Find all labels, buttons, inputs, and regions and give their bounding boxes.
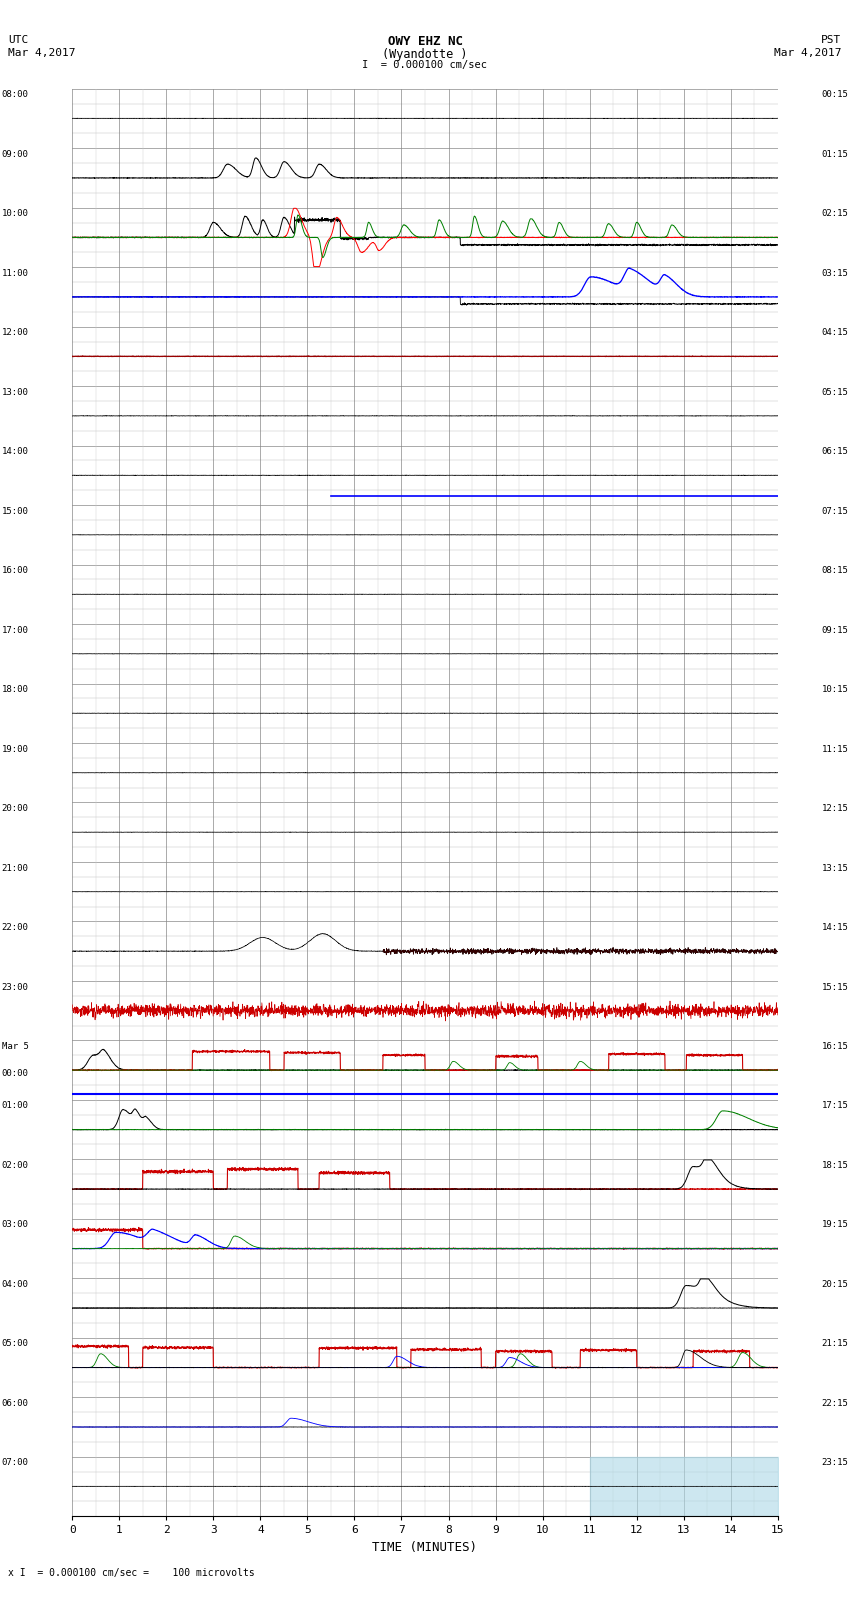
Text: 11:15: 11:15 — [821, 745, 848, 753]
Text: 16:15: 16:15 — [821, 1042, 848, 1052]
Text: Mar 4,2017: Mar 4,2017 — [774, 48, 842, 58]
Text: 11:00: 11:00 — [2, 269, 29, 277]
Text: 00:00: 00:00 — [2, 1069, 29, 1077]
Text: 08:15: 08:15 — [821, 566, 848, 576]
Text: 16:00: 16:00 — [2, 566, 29, 576]
Text: 15:15: 15:15 — [821, 982, 848, 992]
Text: 18:15: 18:15 — [821, 1161, 848, 1169]
Text: Mar 4,2017: Mar 4,2017 — [8, 48, 76, 58]
Text: I  = 0.000100 cm/sec: I = 0.000100 cm/sec — [362, 60, 488, 69]
Text: 23:00: 23:00 — [2, 982, 29, 992]
Text: 19:15: 19:15 — [821, 1221, 848, 1229]
Text: OWY EHZ NC: OWY EHZ NC — [388, 35, 462, 48]
Text: 10:15: 10:15 — [821, 686, 848, 694]
X-axis label: TIME (MINUTES): TIME (MINUTES) — [372, 1540, 478, 1553]
Text: 06:00: 06:00 — [2, 1398, 29, 1408]
Text: 17:00: 17:00 — [2, 626, 29, 634]
Text: 13:15: 13:15 — [821, 863, 848, 873]
Text: 17:15: 17:15 — [821, 1102, 848, 1110]
Text: 09:15: 09:15 — [821, 626, 848, 634]
Text: 08:00: 08:00 — [2, 90, 29, 100]
Text: 14:15: 14:15 — [821, 923, 848, 932]
Text: 06:15: 06:15 — [821, 447, 848, 456]
Text: 05:00: 05:00 — [2, 1339, 29, 1348]
Text: 05:15: 05:15 — [821, 387, 848, 397]
Text: 21:15: 21:15 — [821, 1339, 848, 1348]
Text: 14:00: 14:00 — [2, 447, 29, 456]
Text: 02:15: 02:15 — [821, 210, 848, 218]
Text: 20:15: 20:15 — [821, 1281, 848, 1289]
Text: PST: PST — [821, 35, 842, 45]
Text: Mar 5: Mar 5 — [2, 1042, 29, 1052]
Text: (Wyandotte ): (Wyandotte ) — [382, 48, 468, 61]
Text: 02:00: 02:00 — [2, 1161, 29, 1169]
Text: 03:00: 03:00 — [2, 1221, 29, 1229]
Text: 07:00: 07:00 — [2, 1458, 29, 1468]
Text: x I  = 0.000100 cm/sec =    100 microvolts: x I = 0.000100 cm/sec = 100 microvolts — [8, 1568, 255, 1578]
Text: 12:15: 12:15 — [821, 805, 848, 813]
Text: 10:00: 10:00 — [2, 210, 29, 218]
Text: 04:15: 04:15 — [821, 329, 848, 337]
Text: 13:00: 13:00 — [2, 387, 29, 397]
Text: 19:00: 19:00 — [2, 745, 29, 753]
Text: 09:00: 09:00 — [2, 150, 29, 158]
Text: 01:00: 01:00 — [2, 1102, 29, 1110]
Text: 07:15: 07:15 — [821, 506, 848, 516]
Text: 22:00: 22:00 — [2, 923, 29, 932]
Text: 03:15: 03:15 — [821, 269, 848, 277]
Text: 18:00: 18:00 — [2, 686, 29, 694]
Text: UTC: UTC — [8, 35, 29, 45]
Text: 04:00: 04:00 — [2, 1281, 29, 1289]
Text: 23:15: 23:15 — [821, 1458, 848, 1468]
Text: 21:00: 21:00 — [2, 863, 29, 873]
Text: 22:15: 22:15 — [821, 1398, 848, 1408]
Text: 15:00: 15:00 — [2, 506, 29, 516]
Text: 20:00: 20:00 — [2, 805, 29, 813]
Text: 01:15: 01:15 — [821, 150, 848, 158]
Text: 12:00: 12:00 — [2, 329, 29, 337]
Text: 00:15: 00:15 — [821, 90, 848, 100]
